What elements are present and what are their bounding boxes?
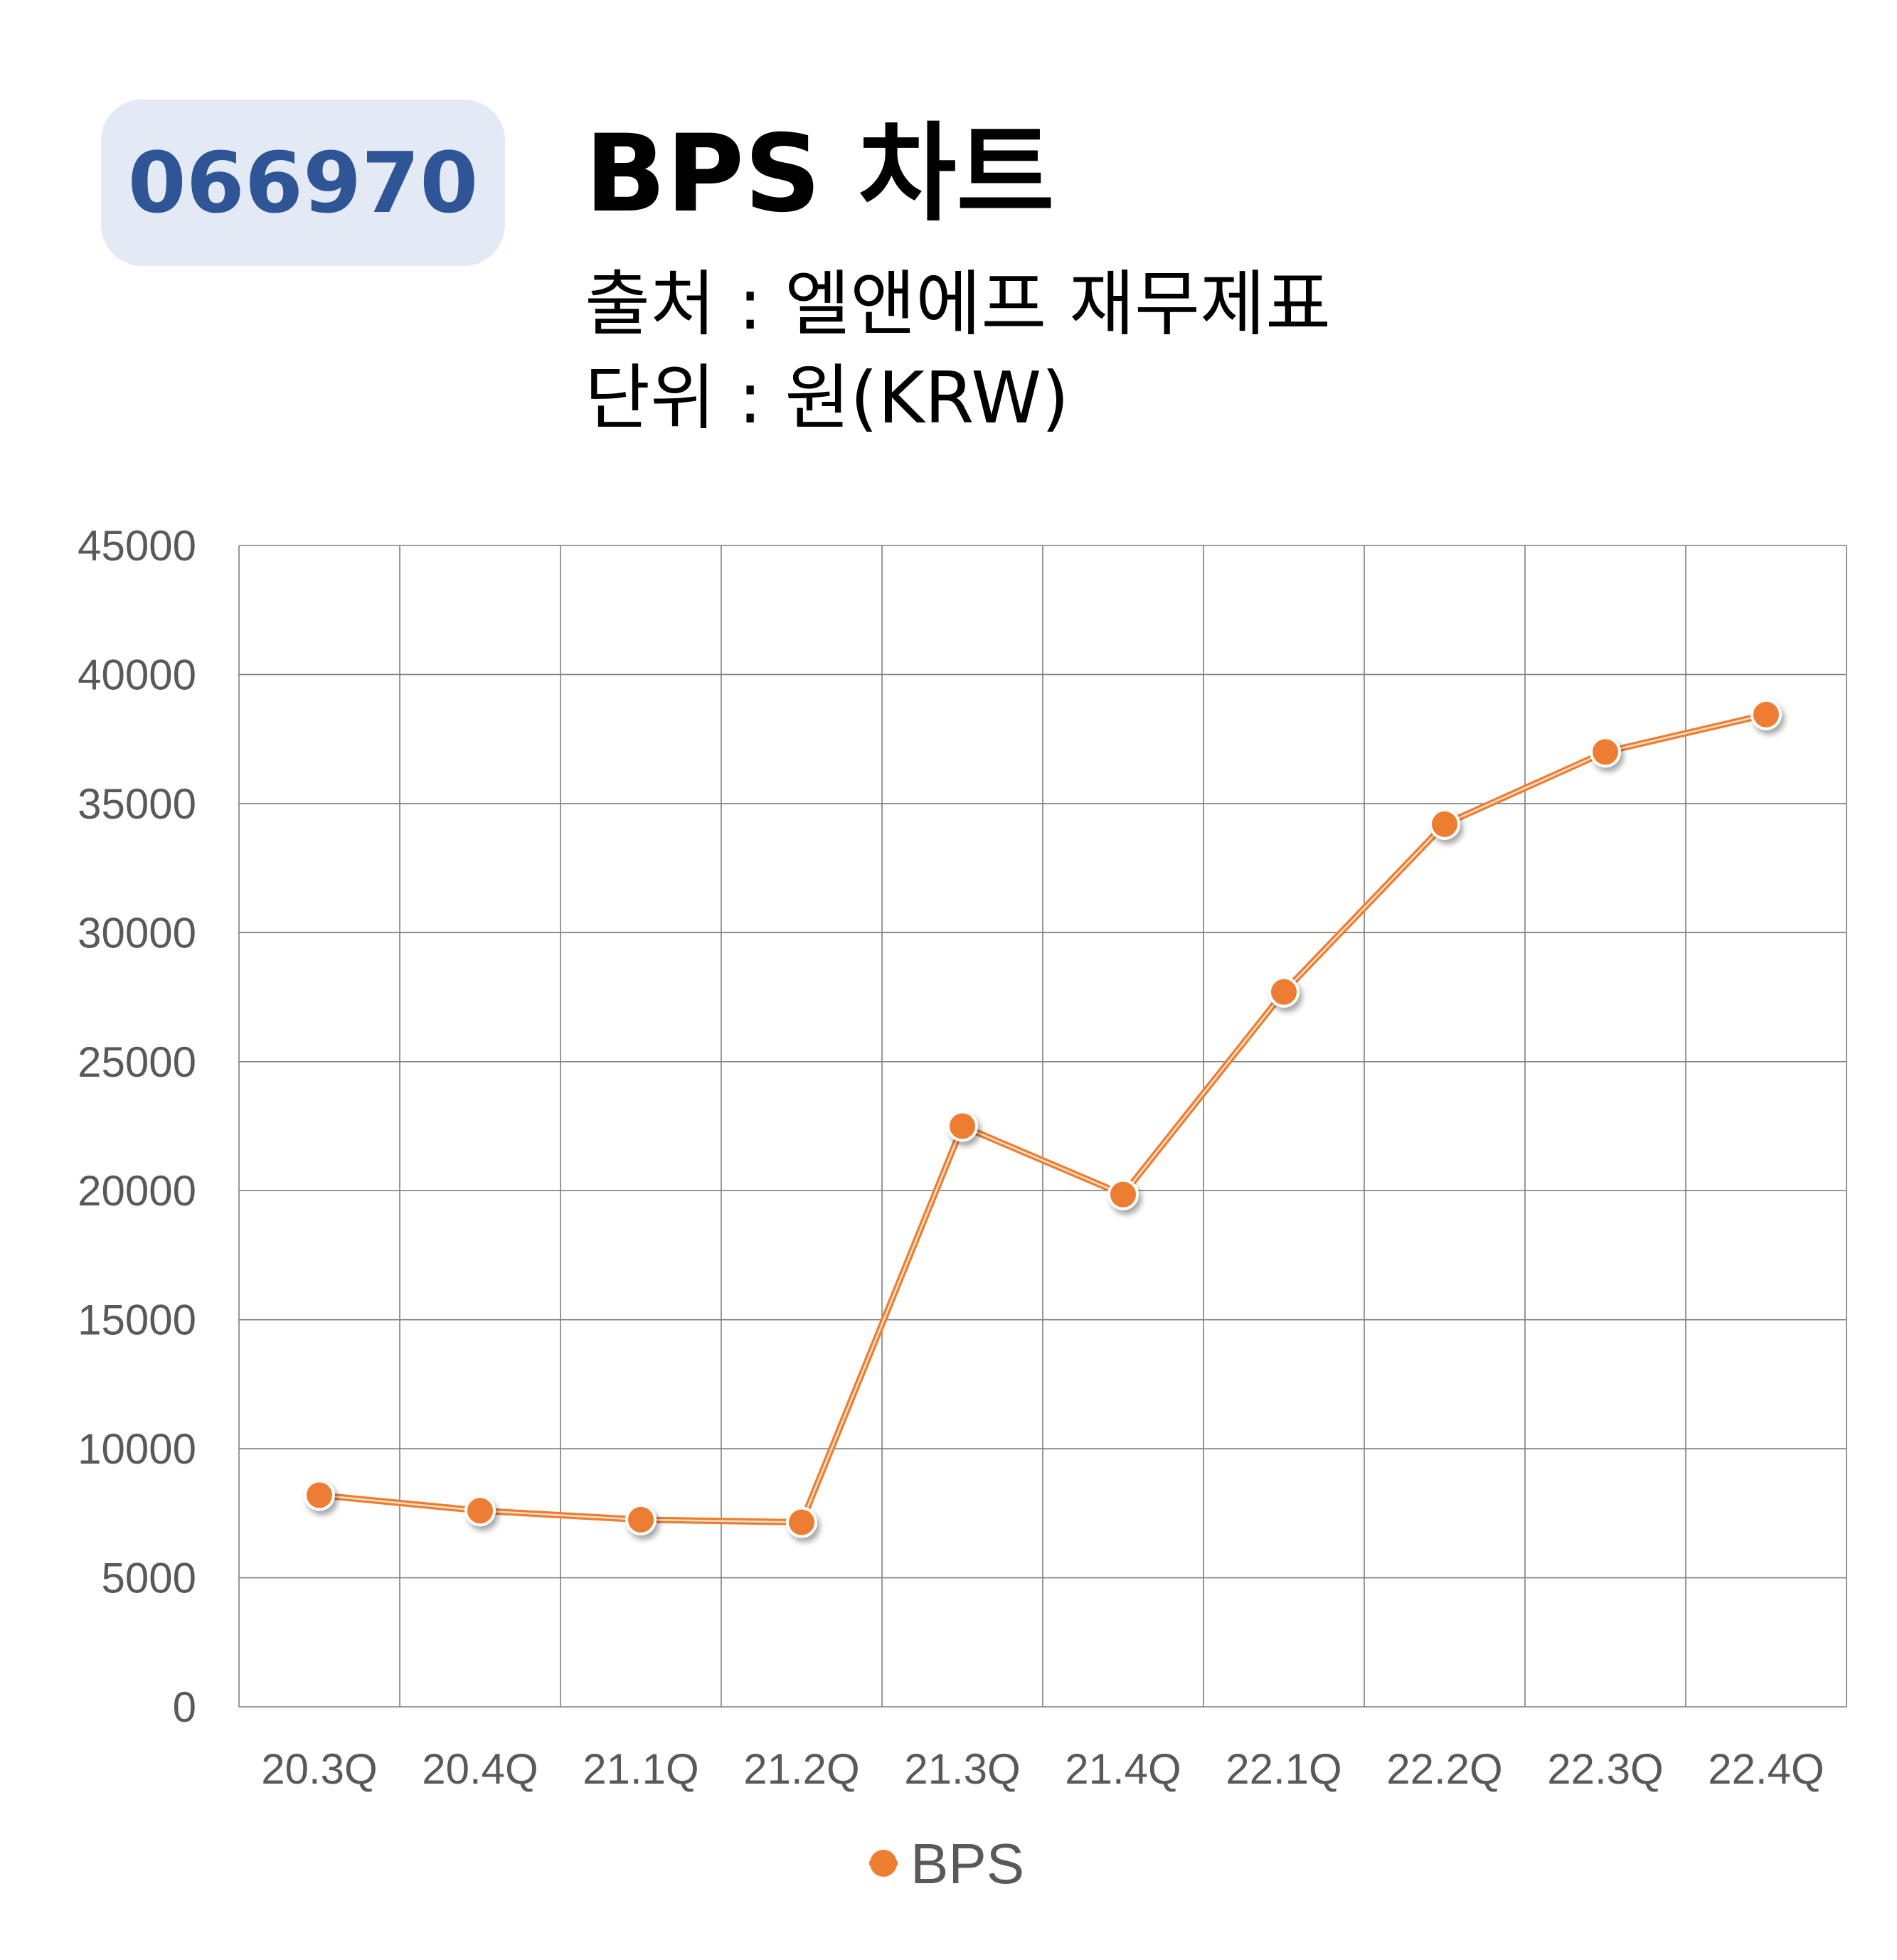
y-tick-label: 45000 (78, 522, 196, 570)
bps-data-point (1268, 976, 1300, 1008)
bps-data-point (1750, 698, 1782, 730)
x-tick-label: 22.3Q (1547, 1745, 1663, 1793)
x-tick-label: 22.4Q (1708, 1745, 1824, 1793)
bps-data-point (625, 1503, 657, 1535)
y-tick-label: 15000 (78, 1296, 196, 1344)
x-tick-label: 21.2Q (743, 1745, 859, 1793)
bps-series-line-highlight (319, 713, 1767, 1523)
x-tick-label: 22.1Q (1226, 1745, 1341, 1793)
y-tick-label: 10000 (78, 1425, 196, 1473)
bps-data-point (1429, 808, 1460, 840)
bps-data-point (304, 1479, 335, 1511)
x-tick-label: 20.3Q (261, 1745, 377, 1793)
x-tick-label: 21.1Q (583, 1745, 698, 1793)
bps-data-point (464, 1495, 496, 1527)
y-tick-label: 5000 (102, 1555, 196, 1602)
chart-title: BPS 차트 (585, 112, 1055, 236)
legend-label: BPS (910, 1832, 1024, 1895)
y-tick-label: 0 (173, 1683, 196, 1731)
source-label: 출처 : 엘앤에프 재무제표 (585, 262, 1332, 346)
stock-code-badge: 066970 (101, 100, 505, 266)
y-tick-label: 20000 (78, 1167, 196, 1215)
y-tick-label: 25000 (78, 1038, 196, 1086)
x-tick-label: 21.3Q (904, 1745, 1020, 1793)
unit-label: 단위 : 원(KRW) (585, 356, 1070, 440)
bps-data-point (786, 1506, 817, 1538)
x-tick-label: 21.4Q (1065, 1745, 1181, 1793)
bps-data-point (947, 1110, 978, 1142)
x-tick-label: 22.2Q (1386, 1745, 1502, 1793)
bps-data-point (1590, 736, 1621, 768)
stock-code: 066970 (127, 134, 479, 232)
y-tick-label: 30000 (78, 909, 196, 957)
y-tick-label: 40000 (78, 651, 196, 698)
legend-marker (870, 1850, 897, 1877)
x-tick-label: 20.4Q (422, 1745, 538, 1793)
bps-data-point (1107, 1178, 1139, 1210)
y-tick-label: 35000 (78, 780, 196, 828)
